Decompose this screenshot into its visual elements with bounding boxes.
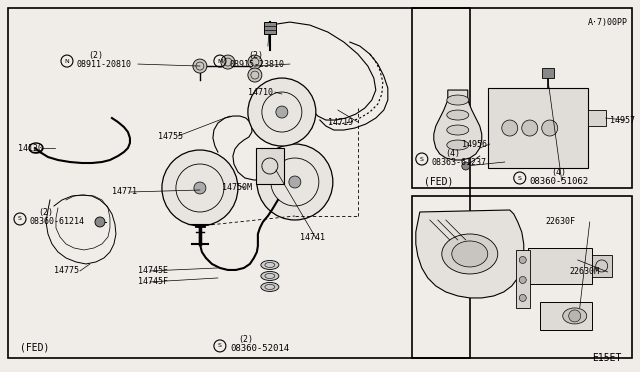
Circle shape — [276, 106, 288, 118]
Ellipse shape — [261, 260, 279, 269]
Circle shape — [569, 310, 580, 322]
Text: 14719: 14719 — [328, 118, 353, 126]
Text: (4): (4) — [552, 167, 567, 176]
Text: S: S — [420, 157, 424, 161]
Circle shape — [194, 182, 206, 194]
Circle shape — [248, 78, 316, 146]
Bar — [8, 8, 470, 358]
Text: 08360-61214: 08360-61214 — [30, 218, 85, 227]
Text: (2): (2) — [248, 51, 263, 60]
Circle shape — [522, 120, 538, 136]
Polygon shape — [416, 210, 524, 298]
Ellipse shape — [447, 95, 468, 105]
Text: E15ET: E15ET — [592, 353, 621, 363]
Circle shape — [95, 217, 105, 227]
Text: S: S — [18, 217, 22, 221]
Text: 22630M: 22630M — [570, 267, 600, 276]
Text: 14120: 14120 — [18, 144, 43, 153]
Ellipse shape — [447, 125, 468, 135]
Bar — [541, 68, 554, 78]
Text: S: S — [218, 343, 222, 349]
Text: 08360-51062: 08360-51062 — [530, 176, 589, 186]
Circle shape — [462, 162, 470, 170]
Bar — [540, 302, 592, 330]
Circle shape — [248, 55, 262, 69]
Text: 14775: 14775 — [54, 266, 79, 275]
Text: 14750M: 14750M — [222, 183, 252, 192]
Bar — [256, 148, 284, 184]
Text: 14771: 14771 — [112, 187, 137, 196]
Text: M: M — [217, 58, 223, 64]
Text: 14755: 14755 — [158, 132, 183, 141]
Bar — [412, 196, 632, 358]
Text: 14745F: 14745F — [138, 278, 168, 286]
Text: 22630F: 22630F — [546, 218, 576, 227]
Circle shape — [193, 59, 207, 73]
Polygon shape — [434, 90, 482, 160]
Text: (2): (2) — [38, 208, 53, 218]
Bar — [516, 250, 530, 308]
Text: (2): (2) — [238, 336, 253, 344]
Text: 08915-23810: 08915-23810 — [230, 60, 285, 68]
Bar — [592, 255, 612, 277]
Circle shape — [162, 150, 238, 226]
Circle shape — [541, 120, 557, 136]
Ellipse shape — [261, 282, 279, 291]
Circle shape — [221, 55, 235, 69]
Text: (FED): (FED) — [20, 343, 49, 353]
Polygon shape — [252, 88, 312, 140]
Ellipse shape — [442, 234, 498, 274]
Circle shape — [257, 144, 333, 220]
Text: N: N — [65, 58, 69, 64]
Circle shape — [519, 295, 526, 301]
Text: (2): (2) — [88, 51, 103, 60]
Text: 08363-61237: 08363-61237 — [432, 157, 487, 167]
Bar — [488, 88, 588, 168]
Text: 14957: 14957 — [610, 116, 635, 125]
Text: S: S — [518, 176, 522, 180]
Text: 14745E: 14745E — [138, 266, 168, 275]
Ellipse shape — [447, 110, 468, 120]
Text: 08911-20810: 08911-20810 — [77, 60, 132, 68]
Circle shape — [502, 120, 518, 136]
Text: (FED): (FED) — [424, 176, 453, 186]
Circle shape — [248, 68, 262, 82]
Circle shape — [519, 276, 526, 283]
Text: (4): (4) — [445, 148, 460, 157]
Ellipse shape — [261, 272, 279, 280]
Text: 08360-52014: 08360-52014 — [230, 344, 289, 353]
Ellipse shape — [447, 140, 468, 150]
Circle shape — [519, 256, 526, 263]
Ellipse shape — [452, 241, 488, 267]
Bar — [264, 22, 276, 34]
Bar — [528, 248, 592, 284]
Ellipse shape — [563, 308, 587, 324]
Text: 14956: 14956 — [462, 140, 487, 148]
Text: 14741: 14741 — [300, 234, 325, 243]
Bar — [588, 110, 605, 126]
Text: A·7)00PP: A·7)00PP — [588, 17, 628, 26]
Bar — [412, 8, 632, 188]
Text: 14710: 14710 — [248, 87, 273, 97]
Circle shape — [289, 176, 301, 188]
